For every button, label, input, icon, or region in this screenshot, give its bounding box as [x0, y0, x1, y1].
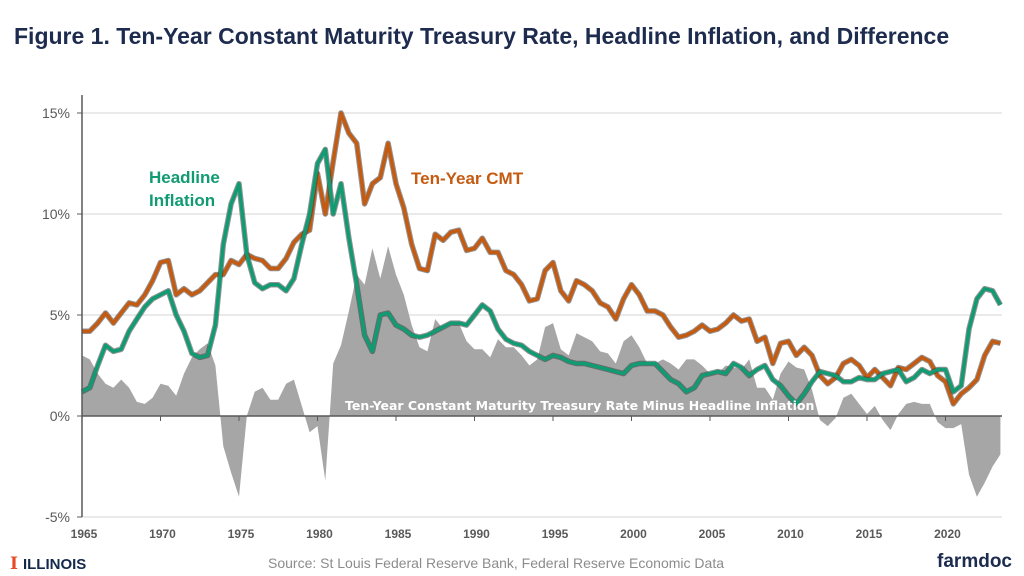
cmt-line	[82, 111, 1001, 406]
x-tick-label: 1985	[385, 527, 412, 541]
x-tick-label: 1965	[71, 527, 98, 541]
source-note: Source: St Louis Federal Reserve Bank, F…	[268, 555, 724, 571]
farmdoc-logo: farmdoc	[937, 551, 1012, 572]
x-tick-label: 1990	[463, 527, 490, 541]
illinois-block-i-icon: I	[10, 554, 18, 574]
x-tick-label: 2005	[699, 527, 726, 541]
y-tick-label: 0%	[50, 408, 70, 424]
x-tick-label: 1980	[306, 527, 333, 541]
difference-area-label: Ten-Year Constant Maturity Treasury Rate…	[345, 398, 814, 413]
x-tick-label: 2020	[934, 527, 961, 541]
illinois-logo-text: ILLINOIS	[22, 555, 87, 573]
inflation-line	[81, 147, 1002, 406]
x-tick-label: 2000	[620, 527, 647, 541]
difference-area	[82, 246, 1001, 497]
cmt-label: Ten-Year CMT	[411, 169, 524, 188]
inflation-label-line2: Inflation	[149, 191, 215, 210]
inflation-label-line1: Headline	[149, 168, 220, 187]
x-tick-label: 1970	[149, 527, 176, 541]
y-tick-label: 5%	[50, 307, 70, 323]
x-tick-label: 2010	[777, 527, 804, 541]
x-tick-label: 1975	[228, 527, 255, 541]
x-tick-label: 2015	[856, 527, 883, 541]
chart-title: Figure 1. Ten-Year Constant Maturity Tre…	[14, 23, 950, 49]
y-tick-label: 10%	[42, 206, 70, 222]
y-tick-label: -5%	[45, 509, 70, 525]
illinois-logo: I ILLINOIS	[10, 554, 86, 574]
y-tick-label: 15%	[42, 105, 70, 121]
x-tick-label: 1995	[542, 527, 569, 541]
